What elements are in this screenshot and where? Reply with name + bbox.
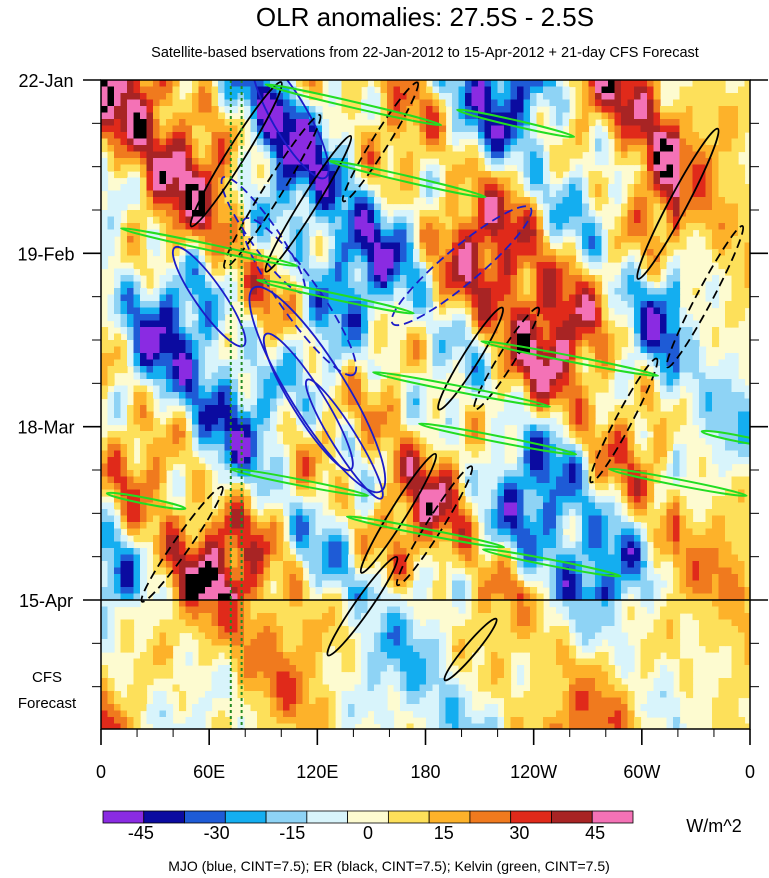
colorbar-swatch [102,810,145,824]
kelvin-contour [608,467,748,498]
kelvin-contour [372,371,551,408]
y-tick-label: 18-Mar [17,418,74,438]
er-contour [341,81,420,203]
colorbar-swatch [387,810,430,824]
kelvin-contour [345,515,506,549]
colorbar-tick-label: -30 [204,823,230,843]
x-tick-label: 60E [193,762,225,782]
colorbar-swatch [184,810,226,824]
kelvin-contour [256,278,415,315]
colorbar-swatch [551,810,593,824]
y-tick-label: 19-Feb [17,244,74,264]
er-contour [437,306,504,411]
er-contour [359,452,438,574]
er-contour [189,81,283,228]
chart-title: OLR anomalies: 27.5S - 2.5S [256,2,594,32]
colorbar-swatch [265,810,308,824]
er-contour [589,357,659,484]
kelvin-contour [328,159,487,199]
kelvin-contour [481,548,622,578]
y-tick-label: 22-Jan [18,71,73,91]
mjo-contour [248,285,387,494]
mjo-contour [171,245,247,348]
x-tick-label: 0 [96,762,106,782]
olr-anomaly-field [101,80,750,729]
x-tick-label: 120E [296,762,338,782]
contour-legend-footnote: MJO (blue, CINT=7.5); ER (black, CINT=7.… [168,858,610,874]
er-contour [264,134,353,273]
colorbar-unit: W/m^2 [686,816,741,836]
colorbar-tick-label: -45 [128,823,154,843]
kelvin-contour [700,429,750,449]
x-tick-label: 120W [510,762,557,782]
colorbar-tick-label: 15 [434,823,454,843]
colorbar-tick-label: 30 [509,823,529,843]
colorbar-tick-label: -15 [279,823,305,843]
er-contour [223,114,322,269]
er-contour [636,127,720,280]
colorbar-tick-label: 45 [585,823,605,843]
colorbar-swatch [143,810,185,824]
er-contour [326,555,399,657]
kelvin-contour [120,227,299,268]
kelvin-contour [480,340,660,377]
colorbar-swatch [428,810,471,824]
colorbar-swatch [591,810,634,824]
x-tick-label: 60W [623,762,660,782]
wave-filtered-contours [105,80,750,729]
mjo-contour [251,80,330,180]
er-contour [140,485,224,603]
x-tick-label: 0 [745,762,755,782]
er-contour [473,306,541,411]
colorbar: -45 -30 -15 0 15 30 45 [102,810,634,843]
mjo-contour [305,378,384,500]
x-tick-label: 180 [410,762,440,782]
colorbar-swatch [510,810,552,824]
colorbar-tick-label: 0 [363,823,373,843]
chart-subtitle: Satellite-based bservations from 22-Jan-… [151,45,699,61]
er-contour [395,465,474,587]
kelvin-contour [229,467,370,498]
forecast-label-line2: Forecast [18,695,77,712]
y-tick-label: 15-Apr [19,591,73,611]
y-axis: 22-Jan 19-Feb 18-Mar 15-Apr [17,71,768,688]
kelvin-contour [418,422,578,456]
x-axis: 0 60E 120E 180 120W 60W 0 [96,729,755,782]
kelvin-contour [264,83,443,127]
kelvin-contour [105,491,187,511]
forecast-label-line1: CFS [32,669,62,686]
mjo-contour [241,217,358,377]
er-contour [665,225,745,369]
kelvin-contour [456,108,576,139]
colorbar-swatch [347,810,389,824]
colorbar-swatch [224,810,267,824]
er-contour [443,617,498,682]
colorbar-swatch [306,810,349,824]
colorbar-swatch [469,810,512,824]
